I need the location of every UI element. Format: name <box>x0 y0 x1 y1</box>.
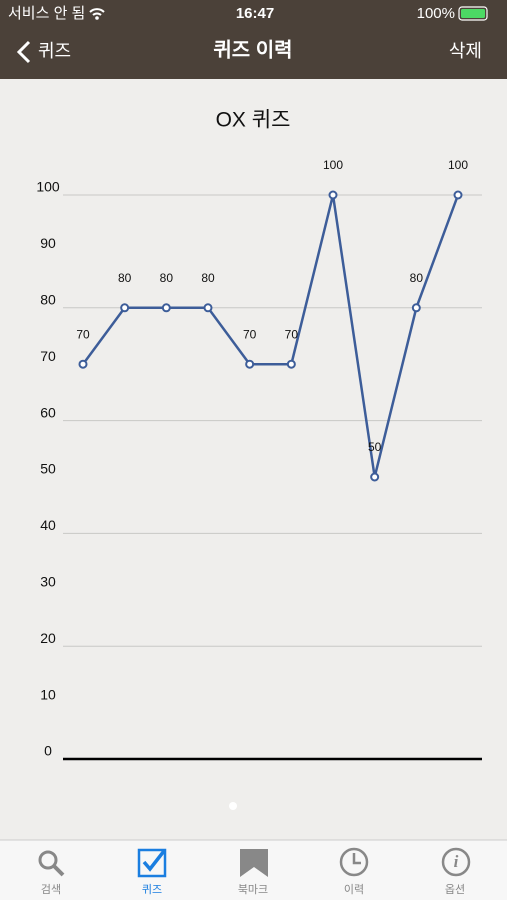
data-point <box>120 303 130 313</box>
data-point <box>411 303 421 313</box>
data-point <box>245 359 255 369</box>
y-tick-label: 100 <box>36 179 60 195</box>
history-icon <box>339 847 369 877</box>
y-tick-label: 70 <box>40 348 56 364</box>
tab-label[interactable]: 옵션 <box>445 883 465 896</box>
y-tick-label: 60 <box>40 404 56 420</box>
back-arrow[interactable] <box>16 40 31 64</box>
data-point <box>453 190 463 200</box>
back-button[interactable]: 퀴즈 <box>38 41 71 61</box>
value-label: 70 <box>243 327 257 341</box>
search-icon <box>38 850 65 877</box>
y-tick-label: 40 <box>40 517 56 533</box>
bookmark-icon <box>240 849 268 877</box>
wifi-dot <box>95 16 99 20</box>
chart-title: OX 퀴즈 <box>216 109 291 132</box>
header-bg <box>0 0 507 79</box>
data-point <box>370 472 380 482</box>
time: 16:47 <box>236 5 274 22</box>
value-label: 80 <box>160 271 174 285</box>
value-label: 100 <box>448 158 468 172</box>
value-label: 70 <box>285 327 299 341</box>
battery-level <box>461 9 485 18</box>
battery-text: 100% <box>417 5 455 22</box>
y-tick-label: 10 <box>40 686 56 702</box>
tab-label[interactable]: 검색 <box>41 883 61 896</box>
nav-title: 퀴즈 이력 <box>213 38 292 61</box>
y-tick-label: 30 <box>40 574 56 590</box>
value-label: 50 <box>368 440 382 454</box>
data-point <box>203 303 213 313</box>
tab-label[interactable]: 퀴즈 <box>142 883 162 896</box>
value-label: 80 <box>118 271 132 285</box>
value-label: 100 <box>323 158 343 172</box>
battery-icon <box>458 6 488 21</box>
data-line <box>81 194 460 478</box>
y-tick-label: 80 <box>40 292 56 308</box>
value-label: 80 <box>410 271 424 285</box>
value-label: 80 <box>201 271 215 285</box>
svg-text:i: i <box>454 852 459 871</box>
y-tick-label: 90 <box>40 235 56 251</box>
tab-label[interactable]: 북마크 <box>238 883 268 896</box>
y-tick-label: 0 <box>44 743 52 759</box>
data-point <box>328 190 338 200</box>
y-tick-label: 50 <box>40 461 56 477</box>
data-point <box>161 303 171 313</box>
quiz-icon <box>137 848 167 878</box>
option-icon: i <box>441 847 471 877</box>
wifi-icon <box>89 8 105 16</box>
data-point <box>286 359 296 369</box>
carrier: 서비스 안 됨 <box>8 5 85 22</box>
page-indicator <box>229 802 237 810</box>
data-point <box>78 359 88 369</box>
y-tick-label: 20 <box>40 630 56 646</box>
tab-label[interactable]: 이력 <box>344 883 364 896</box>
value-label: 70 <box>76 327 90 341</box>
delete-button[interactable]: 삭제 <box>449 41 482 61</box>
